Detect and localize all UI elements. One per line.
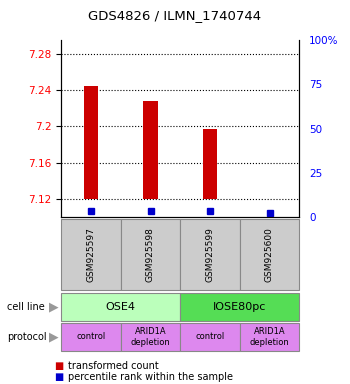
- Text: ARID1A
depletion: ARID1A depletion: [250, 327, 289, 347]
- Text: ▶: ▶: [49, 331, 59, 343]
- Text: GDS4826 / ILMN_1740744: GDS4826 / ILMN_1740744: [89, 9, 261, 22]
- Text: OSE4: OSE4: [106, 302, 136, 312]
- Text: protocol: protocol: [7, 332, 47, 342]
- Text: percentile rank within the sample: percentile rank within the sample: [68, 372, 232, 382]
- Text: cell line: cell line: [7, 302, 45, 312]
- Text: GSM925599: GSM925599: [205, 227, 215, 282]
- Text: ■: ■: [54, 361, 63, 371]
- Text: control: control: [195, 333, 225, 341]
- Text: transformed count: transformed count: [68, 361, 158, 371]
- Text: GSM925598: GSM925598: [146, 227, 155, 282]
- Text: IOSE80pc: IOSE80pc: [213, 302, 266, 312]
- Text: ■: ■: [54, 372, 63, 382]
- Bar: [203, 129, 217, 199]
- Bar: [84, 86, 98, 199]
- Text: control: control: [76, 333, 106, 341]
- Bar: [143, 101, 158, 199]
- Text: ▶: ▶: [49, 300, 59, 313]
- Text: ARID1A
depletion: ARID1A depletion: [131, 327, 170, 347]
- Text: GSM925597: GSM925597: [86, 227, 96, 282]
- Text: GSM925600: GSM925600: [265, 227, 274, 282]
